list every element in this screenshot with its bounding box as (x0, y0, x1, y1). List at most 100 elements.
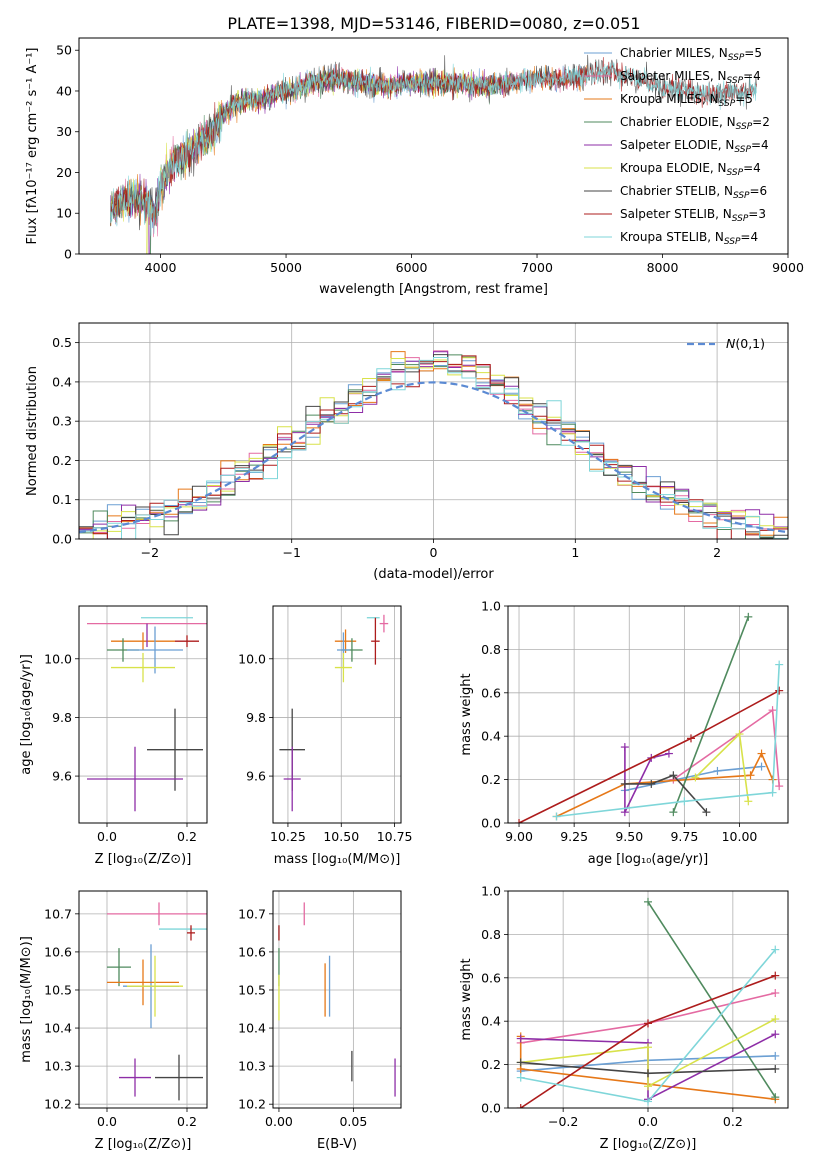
x-axis-label: Z [log₁₀(Z/Z⊙)] (95, 852, 192, 867)
x-tick-label: 4000 (145, 260, 177, 275)
legend-label: Kroupa ELODIE, NSSP=4 (620, 161, 761, 178)
legend: Chabrier MILES, NSSP=5 Salpeter MILES, NS… (584, 46, 770, 247)
y-tick-label: 10.2 (238, 1097, 266, 1112)
y-tick-label: 0.8 (481, 642, 501, 657)
plot-content (110, 54, 757, 254)
x-tick-label: −2 (141, 545, 159, 560)
y-axis-label: mass weight (459, 958, 474, 1040)
y-tick-label: 0.4 (481, 729, 501, 744)
legend-label: N(0,1) (726, 336, 765, 351)
y-tick-label: 10.7 (44, 906, 72, 921)
x-tick-label: 5000 (270, 260, 302, 275)
x-tick-label: 6000 (396, 260, 428, 275)
histogram-step (79, 355, 788, 539)
y-tick-label: 10.4 (238, 1021, 266, 1036)
y-tick-label: 10 (56, 206, 72, 221)
y-axis-label: mass [log₁₀(M/M⊙)] (19, 936, 34, 1063)
y-axis-label: mass weight (459, 673, 474, 755)
y-tick-label: 0.0 (481, 1101, 501, 1116)
figure-title: PLATE=1398, MJD=53146, FIBERID=0080, z=0… (227, 14, 640, 33)
axes-overlay: 0.0 0.2 9.6 9.8 10.0 Z [log₁₀(Z/Z⊙)] age [log₁… (19, 605, 208, 867)
weight-line (520, 1018, 776, 1088)
x-tick-label: 0.00 (265, 1114, 293, 1129)
y-axis-label: Normed distribution (25, 366, 40, 496)
y-tick-label: 10.6 (238, 944, 266, 959)
spectrum-line (110, 61, 757, 236)
weight-line (556, 664, 780, 818)
x-axis-label: mass [log₁₀(M/M⊙)] (274, 852, 401, 867)
x-tick-label: 10.50 (323, 829, 359, 844)
x-tick-label: −0.2 (548, 1114, 578, 1129)
panel-age-vs-Z: 0.0 0.2 9.6 9.8 10.0 Z [log₁₀(Z/Z⊙)] age [log₁… (19, 605, 208, 867)
plot-area (508, 606, 788, 823)
y-tick-label: 10.2 (44, 1097, 72, 1112)
y-axis-label: age [log₁₀(age/yr)] (19, 654, 34, 775)
y-tick-label: 40 (56, 83, 72, 98)
axes-overlay: 0.0 0.2 10.2 10.3 10.4 10.5 10.6 10.7 Z [log₁₀(Z… (19, 890, 208, 1152)
legend-label: Kroupa STELIB, NSSP=4 (620, 230, 758, 247)
panel-weight-vs-Z: −0.2 0.0 0.2 0.0 0.2 0.4 0.6 0.8 1.0 Z [log₁₀(Z/Z… (459, 884, 789, 1152)
plot-content (515, 612, 784, 823)
y-tick-label: 10.0 (44, 651, 72, 666)
x-tick-label: 9.75 (670, 829, 698, 844)
legend-label: Salpeter ELODIE, NSSP=4 (620, 138, 769, 155)
y-tick-label: 0.0 (52, 532, 72, 547)
axes-overlay: 10.25 10.50 10.75 9.6 9.8 10.0 mass [log₁₀(M/M… (238, 605, 413, 867)
x-tick-label: 10.75 (377, 829, 413, 844)
legend-label: Salpeter STELIB, NSSP=3 (620, 207, 766, 224)
x-tick-label: 8000 (647, 260, 679, 275)
x-axis-label: Z [log₁₀(Z/Z⊙)] (600, 1137, 697, 1152)
y-tick-label: 0.6 (481, 970, 501, 985)
x-tick-label: 9.25 (560, 829, 588, 844)
panel-age-vs-mass: 10.25 10.50 10.75 9.6 9.8 10.0 mass [log₁₀(M/M… (238, 605, 413, 867)
axes-overlay: 9.00 9.25 9.50 9.75 10.00 0.0 0.2 0.4 0.6 0.8 1.0 a… (459, 599, 789, 867)
y-tick-label: 0.4 (481, 1014, 501, 1029)
legend: N(0,1) (687, 336, 765, 351)
axes-frame (507, 605, 789, 824)
plot-content (278, 902, 396, 1097)
y-tick-label: 0.1 (52, 492, 72, 507)
y-tick-label: 9.6 (246, 769, 266, 784)
x-tick-label: 0.0 (97, 1114, 117, 1129)
axes-frame (78, 605, 208, 824)
plot-content (279, 614, 389, 812)
x-tick-label: 1 (571, 545, 579, 560)
x-tick-label: 9.00 (505, 829, 533, 844)
y-tick-label: 10.4 (44, 1021, 72, 1036)
x-tick-label: 10.00 (722, 829, 758, 844)
x-tick-label: 0.0 (97, 829, 117, 844)
histogram-step (79, 357, 788, 539)
weight-line (624, 774, 707, 813)
y-tick-label: 10.3 (44, 1059, 72, 1074)
axes-overlay: −0.2 0.0 0.2 0.0 0.2 0.4 0.6 0.8 1.0 Z [log₁₀(Z/Z… (459, 884, 789, 1152)
y-tick-label: 0.5 (52, 335, 72, 350)
x-tick-label: 10.25 (270, 829, 306, 844)
y-tick-label: 1.0 (481, 884, 501, 899)
plot-content (87, 617, 207, 812)
legend-label: Chabrier ELODIE, NSSP=2 (620, 115, 770, 132)
legend-label: Chabrier STELIB, NSSP=6 (620, 184, 767, 201)
y-tick-label: 9.8 (52, 710, 72, 725)
y-tick-label: 0.4 (52, 374, 72, 389)
x-tick-label: 0.2 (723, 1114, 743, 1129)
y-tick-label: 0.2 (481, 1057, 501, 1072)
y-tick-label: 10.3 (238, 1059, 266, 1074)
y-tick-label: 0.2 (481, 772, 501, 787)
y-tick-label: 9.6 (52, 769, 72, 784)
histogram-step (79, 354, 788, 539)
y-tick-label: 0.0 (481, 816, 501, 831)
y-tick-label: 10.7 (238, 906, 266, 921)
y-tick-label: 0.8 (481, 927, 501, 942)
plot-content (79, 350, 788, 539)
x-tick-label: 0.2 (177, 829, 197, 844)
normal-curve (79, 381, 788, 534)
x-tick-label: 0.05 (339, 1114, 367, 1129)
x-axis-label: wavelength [Angstrom, rest frame] (319, 282, 548, 297)
y-tick-label: 1.0 (481, 599, 501, 614)
legend-label: Kroupa MILES, NSSP=5 (620, 92, 753, 109)
weight-line (624, 747, 670, 813)
axes-frame (78, 890, 208, 1109)
x-tick-label: 0.2 (177, 1114, 197, 1129)
panel-mass-vs-EBV: 0.00 0.05 10.2 10.3 10.4 10.5 10.6 10.7 E(B-V) (238, 890, 402, 1152)
